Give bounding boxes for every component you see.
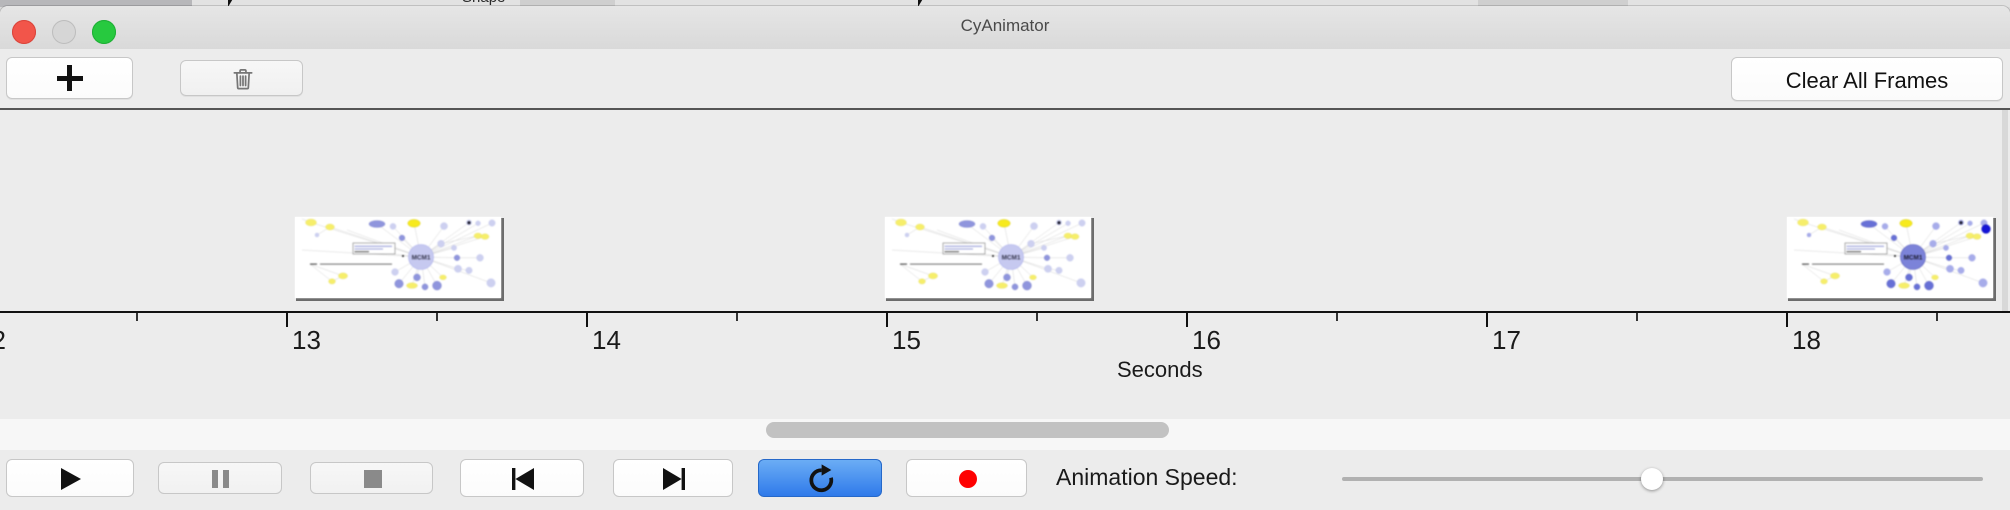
svg-text:MCM1: MCM1 xyxy=(1904,255,1923,262)
svg-text:MCM1: MCM1 xyxy=(412,255,431,262)
svg-text:MCM1: MCM1 xyxy=(1002,255,1021,262)
